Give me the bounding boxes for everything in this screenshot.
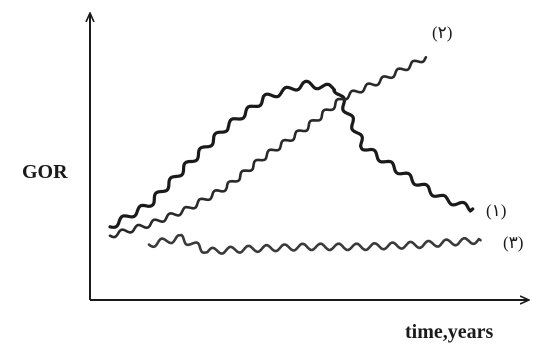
series-line-2 (108, 56, 428, 239)
series-layer (108, 56, 482, 255)
series-line-1 (108, 79, 475, 229)
series-label-1: (۱) (486, 201, 506, 220)
series-label-2: (۲) (432, 23, 452, 42)
series-line-3 (147, 233, 482, 255)
y-axis-label: GOR (22, 161, 68, 183)
x-axis-label: time,years (405, 321, 494, 343)
series-label-3: (۳) (503, 233, 523, 252)
